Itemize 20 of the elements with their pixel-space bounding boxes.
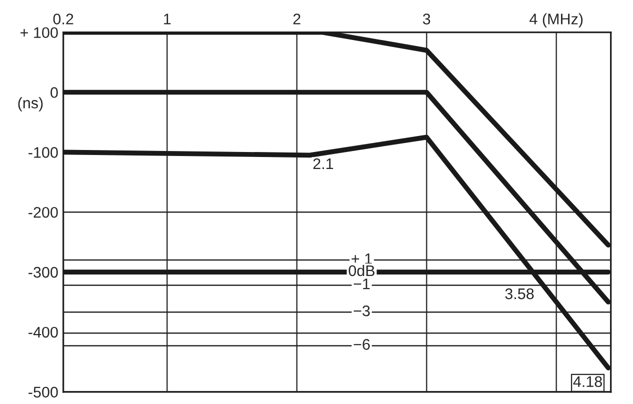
y-tick-label: 0 [50,87,58,98]
annotation: 0dB [348,264,375,276]
annotation: 2.1 [313,158,334,170]
annotation: 3.58 [505,288,534,300]
x-tick-label: 2 [293,14,300,24]
x-tick-label: 1 [164,14,171,24]
x-tick-label: 3 [422,14,430,24]
x-tick-label: 0.2 [53,14,74,24]
y-axis-title: (ns) [18,97,43,112]
y-tick-label: -500 [28,386,58,398]
y-tick-label: -200 [28,206,58,218]
annotation: −1 [354,278,370,290]
x-tick-label: 4 (MHz) [530,13,583,28]
annotation: −3 [354,305,370,316]
annotation: −6 [354,339,370,350]
y-tick-label: -400 [28,326,58,338]
annotation: 4.18 [573,376,602,388]
y-tick-label: -100 [28,147,58,158]
y-tick-label: -300 [28,266,58,278]
y-tick-label: + 100 [20,27,58,38]
